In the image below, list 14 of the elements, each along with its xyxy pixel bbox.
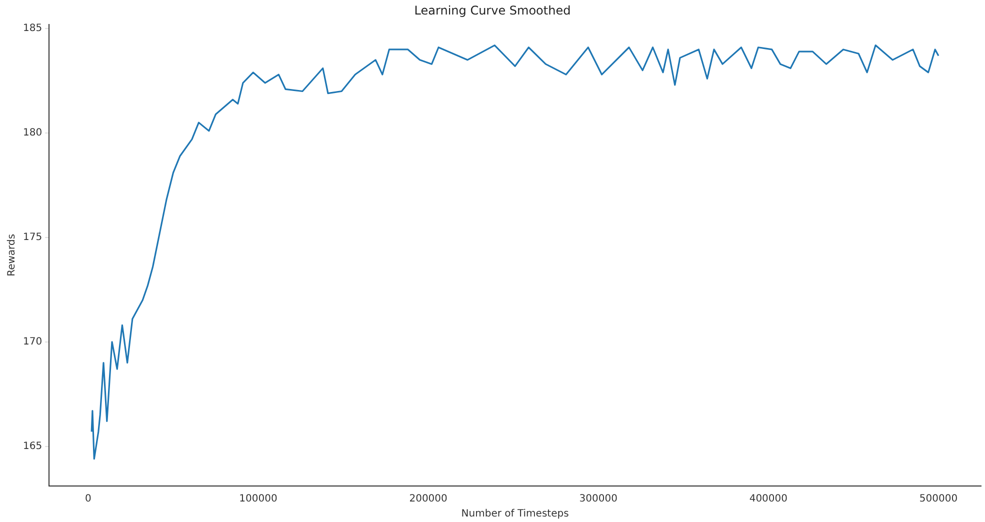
y-tick-label: 170 (22, 336, 42, 348)
y-axis-title: Rewards (6, 234, 18, 276)
x-axis-title: Number of Timesteps (461, 508, 569, 520)
y-tick-label: 165 (22, 440, 42, 452)
y-tick-label: 175 (22, 232, 42, 244)
x-tick-label: 500000 (919, 494, 958, 505)
x-tick-label: 100000 (239, 494, 278, 505)
x-tick-label: 400000 (749, 494, 788, 505)
chart-title: Learning Curve Smoothed (414, 3, 571, 18)
x-tick-label: 0 (85, 494, 92, 505)
x-tick-label: 300000 (579, 494, 618, 505)
x-tick-label: 200000 (409, 494, 448, 505)
y-tick-label: 185 (22, 23, 42, 34)
y-tick-label: 180 (22, 128, 42, 139)
